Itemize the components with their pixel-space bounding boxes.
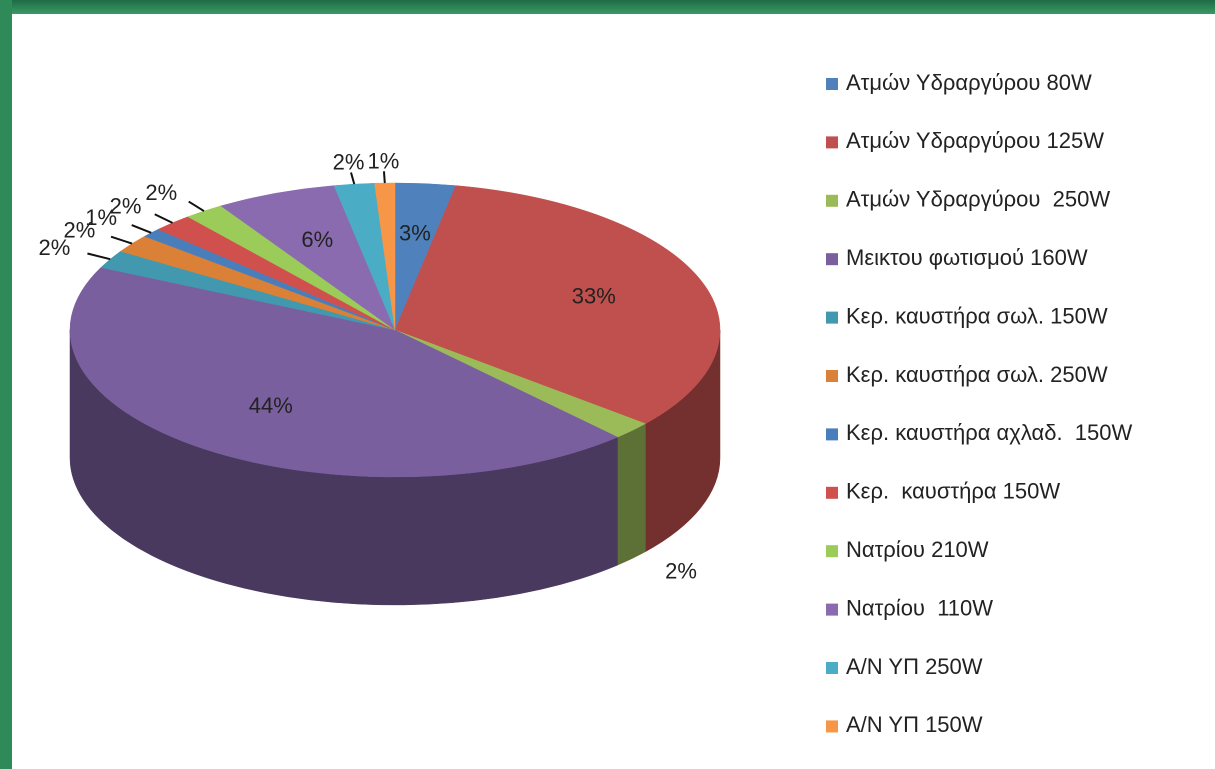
- pie: 3%33%2%44%2%2%1%2%2%6%2% 1%: [39, 148, 721, 606]
- slice: [394, 185, 721, 424]
- legend-label: Κερ. καυστήρα 150W: [846, 479, 1060, 504]
- legend: Ατμών Υδραργύρου 80W Ατμών Υδραργύρου 125…: [826, 70, 1132, 737]
- legend-swatch: [826, 486, 838, 499]
- data-label: 2%: [110, 194, 142, 219]
- legend-swatch: [826, 311, 838, 324]
- frame-top: [0, 0, 1215, 14]
- leader-line: [110, 235, 133, 245]
- legend-swatch: [826, 253, 838, 266]
- legend-label: Ατμών Υδραργύρου 250W: [846, 187, 1110, 212]
- data-label: 6%: [301, 227, 333, 252]
- leader-line: [382, 171, 386, 184]
- data-label: 1%: [367, 148, 399, 173]
- data-label: 2%: [665, 559, 697, 584]
- legend-swatch: [826, 370, 838, 382]
- legend-label: Ατμών Υδραργύρου 125W: [846, 128, 1104, 153]
- slice-side: [617, 423, 646, 566]
- data-label: 3%: [399, 221, 431, 246]
- legend-label: Κερ. καυστήρα αχλαδ. 150W: [846, 420, 1132, 445]
- legend-swatch: [826, 136, 838, 149]
- legend-label: Νατρίου 210W: [846, 537, 989, 562]
- legend-swatch: [826, 78, 838, 90]
- legend-label: Κερ. καυστήρα σωλ. 150W: [846, 303, 1108, 328]
- legend-label: Ατμών Υδραργύρου 80W: [846, 70, 1092, 95]
- frame-left: [0, 0, 12, 769]
- data-label: 2%: [63, 217, 95, 242]
- data-label: 2%: [333, 150, 365, 175]
- legend-swatch: [826, 194, 838, 207]
- legend-swatch: [826, 428, 838, 441]
- leader-line: [131, 224, 152, 234]
- legend-label: Α/Ν ΥΠ 250W: [846, 654, 983, 679]
- legend-swatch: [826, 545, 838, 558]
- legend-label: Νατρίου 110W: [846, 595, 993, 620]
- data-label: 33%: [572, 283, 616, 308]
- slice: [220, 185, 396, 331]
- leader-line: [188, 200, 205, 212]
- slice: [69, 267, 619, 478]
- legend-swatch: [826, 720, 838, 733]
- data-label: 44%: [249, 393, 293, 418]
- legend-swatch: [826, 662, 838, 674]
- leader-line: [154, 213, 173, 224]
- leader-line: [350, 172, 356, 185]
- data-label: 2%: [145, 180, 177, 205]
- leader-line: [87, 252, 111, 261]
- data-label: 2%: [39, 235, 71, 260]
- legend-swatch: [826, 603, 838, 616]
- data-label: 1%: [85, 205, 117, 230]
- legend-label: Α/Ν ΥΠ 150W: [846, 712, 983, 737]
- legend-label: Κερ. καυστήρα σωλ. 250W: [846, 362, 1108, 387]
- legend-label: Μεικτου φωτισμού 160W: [846, 245, 1088, 270]
